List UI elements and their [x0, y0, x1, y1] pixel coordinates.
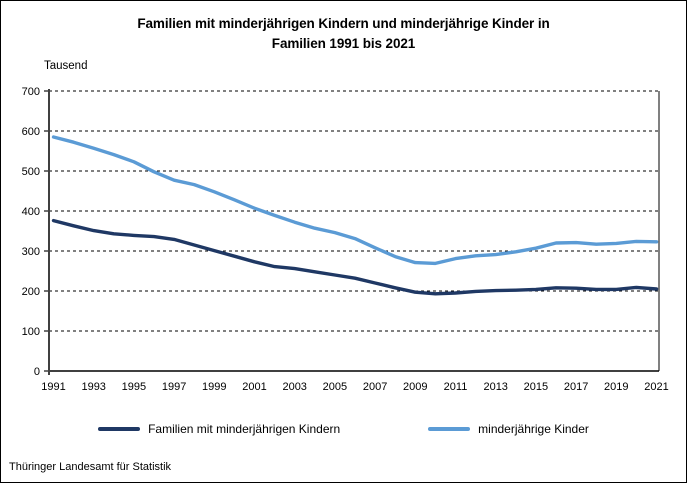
- x-tick-label: 2005: [323, 381, 347, 393]
- y-tick-label: 400: [22, 206, 40, 218]
- y-tick-label: 0: [34, 366, 40, 378]
- legend-swatch-familien: [98, 427, 141, 431]
- x-tick-label: 2001: [242, 381, 266, 393]
- series-line-1: [51, 135, 659, 266]
- x-tick-label: 1993: [81, 381, 105, 393]
- x-tick-label: 2019: [604, 381, 628, 393]
- legend-swatch-kinder: [428, 427, 471, 431]
- y-tick-label: 600: [22, 126, 40, 138]
- chart-title-line1: Familien mit minderjährigen Kindern und …: [137, 16, 550, 31]
- x-tick-label: 2015: [524, 381, 548, 393]
- x-tick-label: 1999: [202, 381, 226, 393]
- x-tick-label: 2021: [644, 381, 668, 393]
- x-tick-label: 2011: [444, 381, 468, 393]
- y-tick-label: 200: [22, 286, 40, 298]
- y-axis-unit-label: Tausend: [44, 60, 88, 72]
- chart-canvas: 0 100 200 300 400 500 600 700 1991 1993 1995 1997 19…: [22, 86, 669, 393]
- y-tick-label: 700: [22, 86, 40, 98]
- x-tick-label: 2013: [483, 381, 507, 393]
- y-tick-label: 500: [22, 166, 40, 178]
- series-line-0: [51, 218, 659, 296]
- x-tick-label: 2009: [403, 381, 427, 393]
- source-label: Thüringer Landesamt für Statistik: [9, 461, 172, 473]
- y-tick-label: 300: [22, 246, 40, 258]
- chart-title-line2: Familien 1991 bis 2021: [271, 36, 416, 51]
- x-tick-label: 1997: [162, 381, 186, 393]
- legend-label-familien: Familien mit minderjährigen Kindern: [148, 422, 341, 436]
- x-tick-label: 2017: [564, 381, 588, 393]
- x-tick-label: 1991: [41, 381, 65, 393]
- legend-item-familien: Familien mit minderjährigen Kindern: [98, 422, 340, 436]
- x-tick-label: 2003: [282, 381, 306, 393]
- y-tick-label: 100: [22, 326, 40, 338]
- legend-item-kinder: minderjährige Kinder: [428, 422, 589, 436]
- legend: Familien mit minderjährigen Kindern mind…: [1, 422, 686, 436]
- legend-label-kinder: minderjährige Kinder: [478, 422, 589, 436]
- x-tick-label: 2007: [363, 381, 387, 393]
- x-tick-label: 1995: [122, 381, 146, 393]
- chart-title: Familien mit minderjährigen Kindern und …: [1, 14, 686, 54]
